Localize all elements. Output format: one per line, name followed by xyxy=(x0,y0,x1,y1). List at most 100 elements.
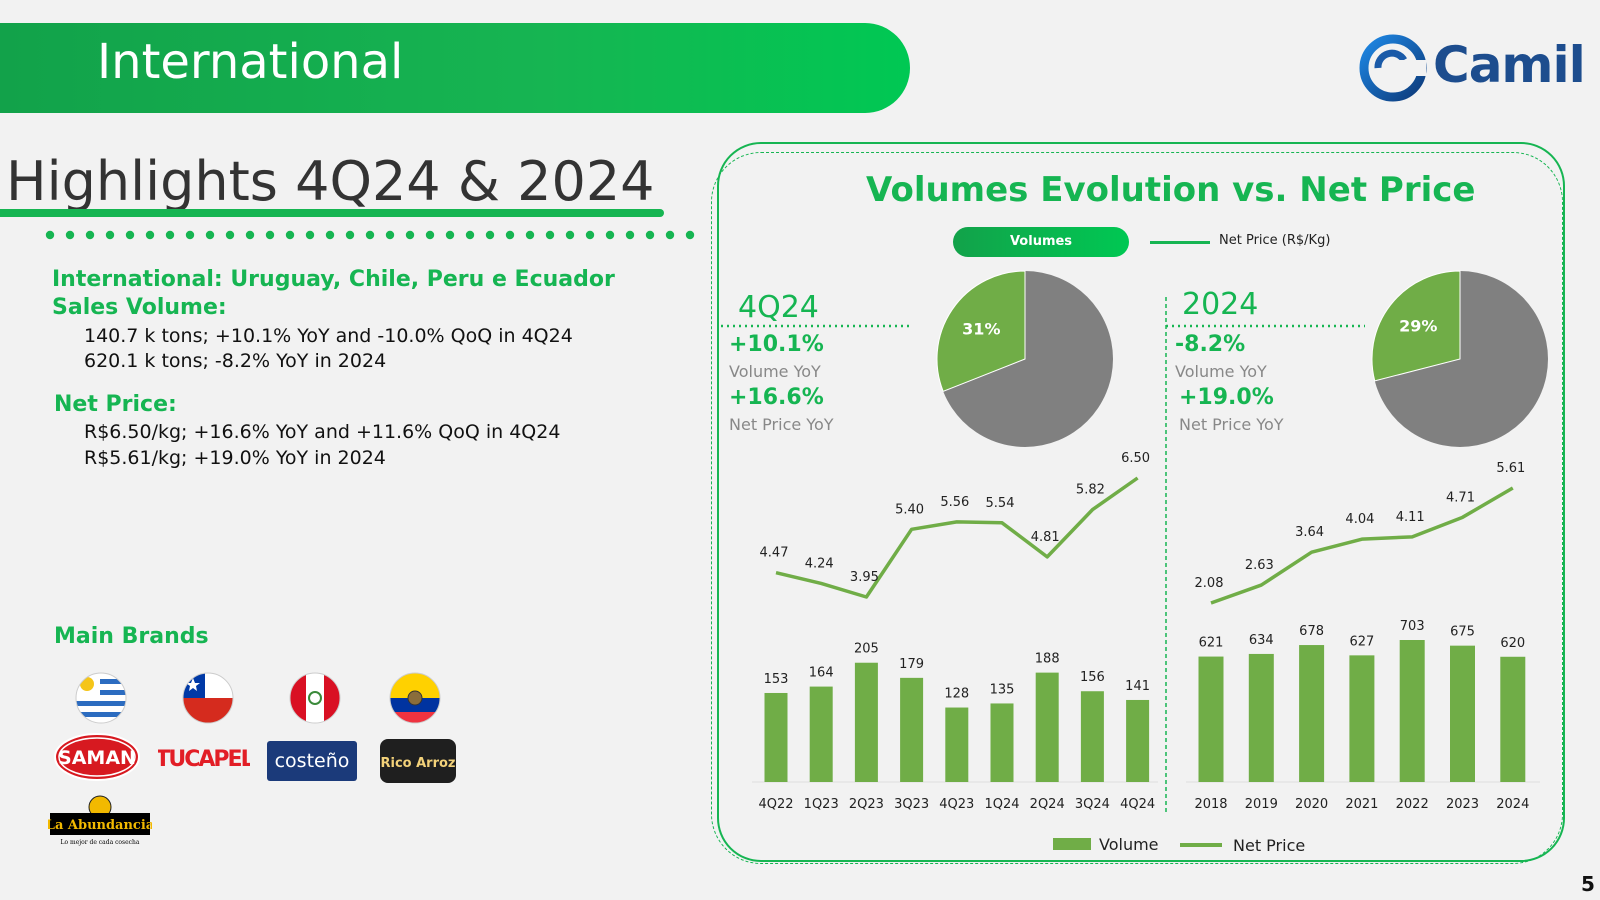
quarterly-category-label: 4Q22 xyxy=(758,797,793,812)
divider-dot xyxy=(585,230,595,240)
divider-dot xyxy=(685,230,695,240)
divider-dot xyxy=(665,230,675,240)
quarterly-price-label: 5.54 xyxy=(986,496,1015,511)
quarterly-bar-label: 179 xyxy=(899,657,924,672)
annual-category-label: 2024 xyxy=(1496,797,1529,812)
divider-dot xyxy=(345,230,355,240)
annual-category-label: 2020 xyxy=(1295,797,1328,812)
divider-dot xyxy=(205,230,215,240)
quarterly-price-line xyxy=(775,476,1139,599)
price-line-year: R$5.61/kg; +19.0% YoY in 2024 xyxy=(84,447,386,469)
divider-dot xyxy=(325,230,335,240)
divider-dot xyxy=(305,230,315,240)
chile-flag-icon xyxy=(182,672,234,724)
quarterly-bar xyxy=(854,662,878,782)
legend-volume-label: Volume xyxy=(1099,835,1159,854)
brands-heading: Main Brands xyxy=(54,624,209,649)
quarterly-bar-label: 153 xyxy=(764,672,789,687)
quarterly-chart: 153 4Q22 164 1Q23 205 2Q23 179 3Q23 128 4Q23 135 1Q… xyxy=(758,451,1155,812)
annual-bar xyxy=(1399,640,1425,782)
quarterly-price-label: 4.24 xyxy=(805,556,834,571)
quarterly-category-label: 2Q23 xyxy=(849,797,884,812)
pie-4q24-slice-label: 31% xyxy=(962,319,1000,338)
pie-4q24: 31% xyxy=(936,270,1113,447)
pie-2024: 29% xyxy=(1371,270,1548,447)
period-2024: 2024 xyxy=(1182,287,1259,322)
price-heading: Net Price: xyxy=(54,392,177,417)
annual-chart: 621 2018 634 2019 678 2020 627 2021 703 2022 675 20… xyxy=(1194,461,1529,812)
annual-bar xyxy=(1349,655,1375,782)
quarterly-bar-label: 188 xyxy=(1035,652,1060,667)
pie-2024-slice-share xyxy=(1371,270,1461,382)
quarterly-price-label: 5.40 xyxy=(895,502,924,517)
quarterly-bar xyxy=(1035,672,1059,782)
quarterly-bar-label: 156 xyxy=(1080,670,1105,685)
la-abundancia-brand-text: La Abundancia xyxy=(48,818,152,833)
costeno-brand-text: costeño xyxy=(275,750,350,772)
rico-arroz-brand-text: Rico Arroz xyxy=(380,756,455,771)
ecuador-flag-icon xyxy=(389,672,441,724)
header-ribbon xyxy=(0,23,910,113)
quarterly-bar xyxy=(1126,699,1150,782)
kpi-price-label-4q24: Net Price YoY xyxy=(729,415,834,434)
divider-dot xyxy=(145,230,155,240)
quarterly-category-label: 1Q24 xyxy=(984,797,1019,812)
divider-dot xyxy=(485,230,495,240)
annual-bar xyxy=(1500,656,1526,782)
annual-bar xyxy=(1248,653,1274,782)
quarterly-bar-label: 141 xyxy=(1125,679,1150,694)
sales-heading-countries: International: Uruguay, Chile, Peru e Ec… xyxy=(52,267,615,292)
sales-line-quarter: 140.7 k tons; +10.1% YoY and -10.0% QoQ … xyxy=(84,325,573,347)
annual-price-label: 4.04 xyxy=(1345,512,1374,527)
legend-net-price-line xyxy=(1150,241,1210,244)
quarterly-category-label: 2Q24 xyxy=(1030,797,1065,812)
annual-bar-label: 620 xyxy=(1500,636,1525,651)
annual-bar-label: 621 xyxy=(1199,636,1224,651)
quarterly-category-label: 4Q23 xyxy=(939,797,974,812)
legend-net-price-label: Net Price (R$/Kg) xyxy=(1219,233,1331,248)
divider-dot xyxy=(545,230,555,240)
chart-panel xyxy=(717,142,1565,862)
annual-bar-label: 703 xyxy=(1400,619,1425,634)
quarterly-bar xyxy=(900,677,924,782)
divider-dot xyxy=(405,230,415,240)
divider-dot xyxy=(645,230,655,240)
divider-dot xyxy=(445,230,455,240)
quarterly-bar xyxy=(809,686,833,782)
divider-dot xyxy=(225,230,235,240)
highlights-title: Highlights 4Q24 & 2024 xyxy=(6,150,655,213)
quarterly-price-label: 4.47 xyxy=(760,546,789,561)
divider-dot xyxy=(465,230,475,240)
pie-4q24-slice-share xyxy=(936,270,1026,393)
legend-net-price-bottom-label: Net Price xyxy=(1233,836,1305,855)
page-title: International xyxy=(97,34,404,90)
la-abundancia-tagline: Lo mejor de cada cosecha xyxy=(61,839,140,846)
costeno-brand-logo: costeño xyxy=(267,741,357,781)
annual-bar xyxy=(1198,656,1224,782)
kpi-price-4q24: +16.6% xyxy=(729,385,824,410)
divider-dot xyxy=(45,230,55,240)
kpi-volume-label-2024: Volume YoY xyxy=(1175,362,1267,381)
page-number: 5 xyxy=(1581,872,1595,896)
kpi-price-2024: +19.0% xyxy=(1179,385,1274,410)
annual-bar-label: 675 xyxy=(1450,625,1475,640)
quarterly-bar-label: 135 xyxy=(990,682,1015,697)
annual-bar xyxy=(1299,645,1325,782)
pie-2024-slice-label: 29% xyxy=(1399,317,1437,336)
divider-dot xyxy=(605,230,615,240)
quarterly-price-label: 5.82 xyxy=(1076,483,1105,498)
panel-title: Volumes Evolution vs. Net Price xyxy=(866,170,1476,210)
divider-dot xyxy=(65,230,75,240)
quarterly-bar xyxy=(1080,691,1104,782)
saman-brand-logo: SAMAN xyxy=(54,733,140,781)
quarterly-price-label: 6.50 xyxy=(1121,451,1150,466)
quarterly-bar xyxy=(764,692,788,782)
annual-price-label: 4.11 xyxy=(1396,510,1425,525)
chart-panel-dashed-border xyxy=(711,152,1563,864)
annual-price-label: 3.64 xyxy=(1295,525,1324,540)
title-underline xyxy=(0,209,664,217)
uruguay-flag-icon xyxy=(75,672,127,724)
quarterly-price-label: 3.95 xyxy=(850,570,879,585)
quarterly-price-label: 5.56 xyxy=(940,495,969,510)
